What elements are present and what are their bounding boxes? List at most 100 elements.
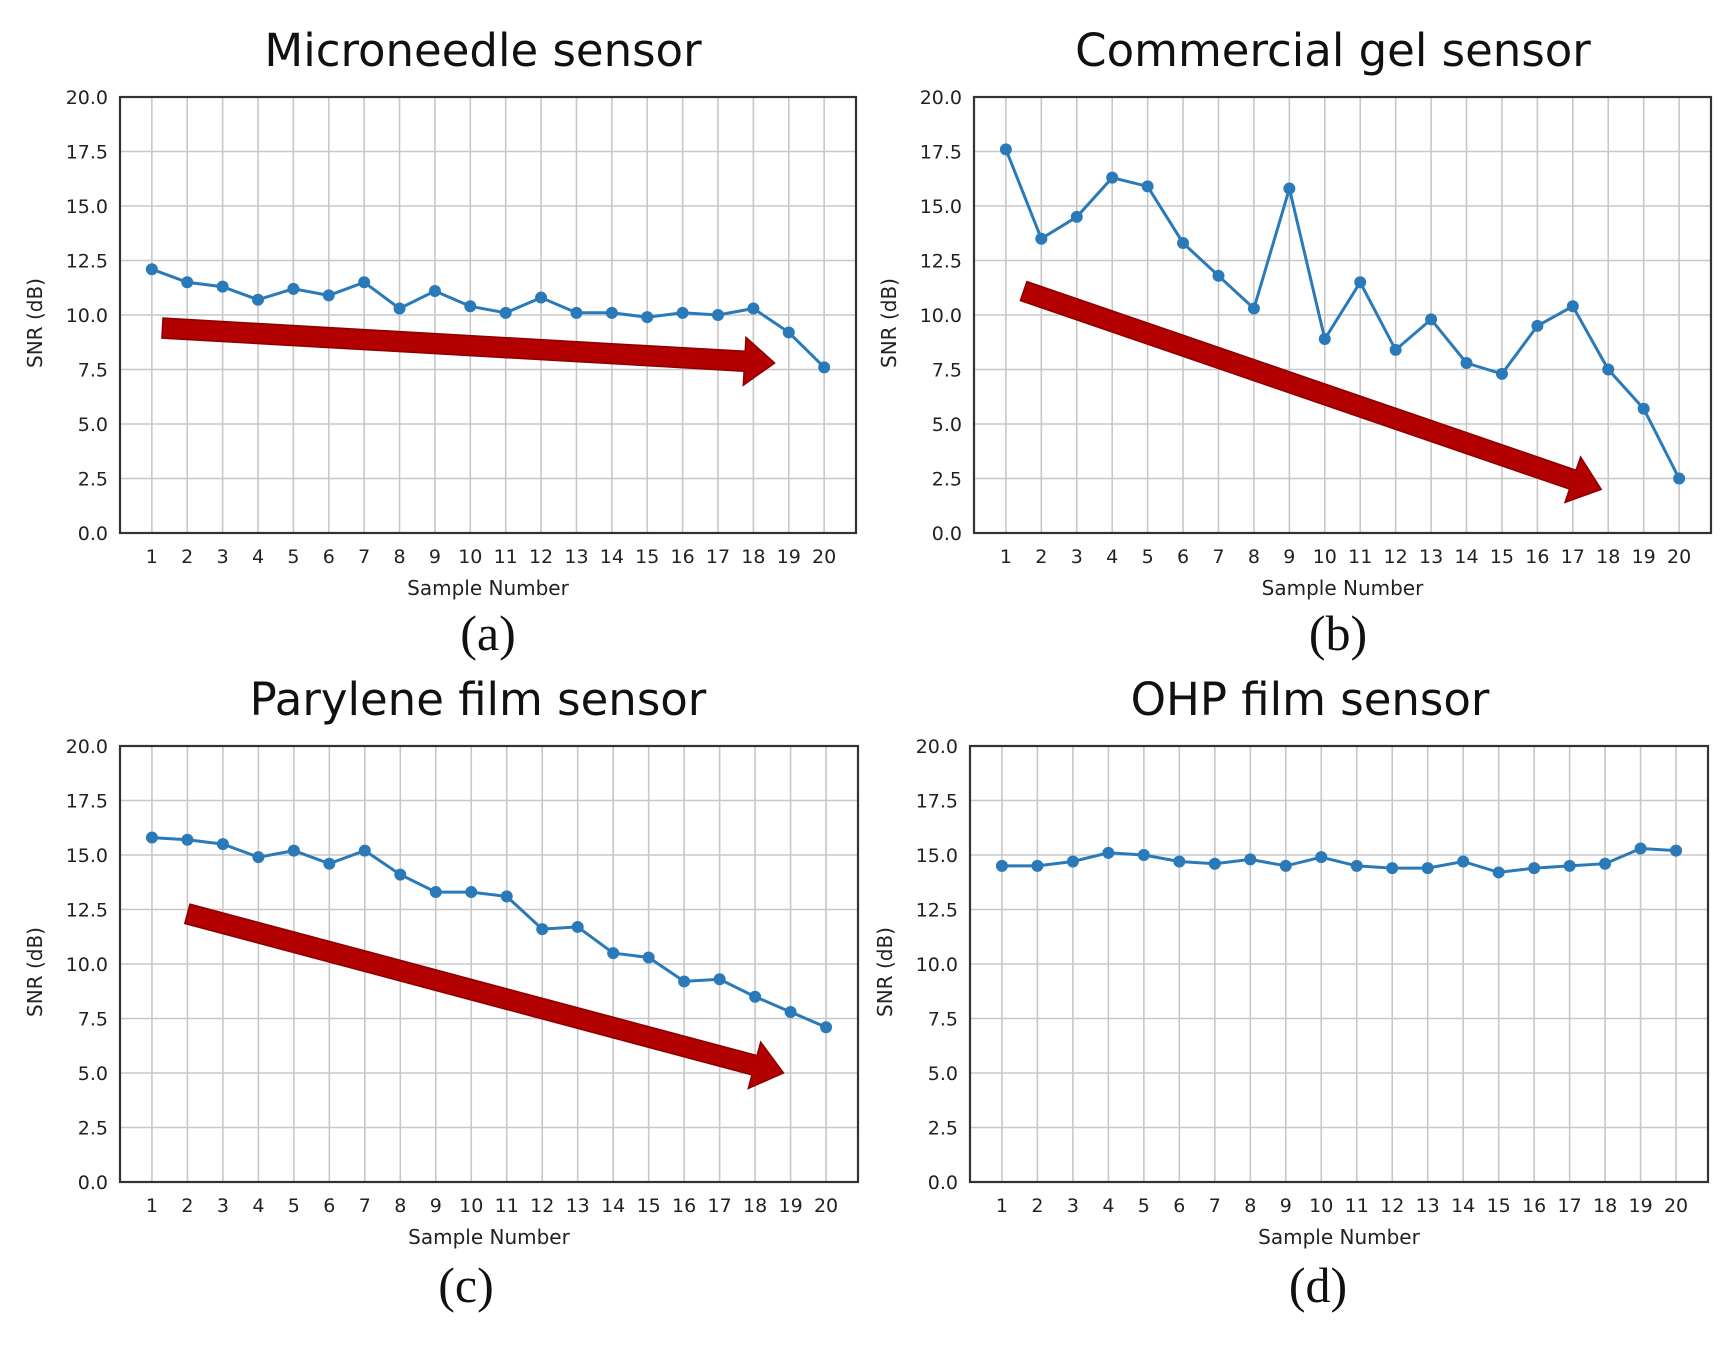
x-axis-label: Sample Number (1258, 1225, 1420, 1249)
data-point (1386, 862, 1399, 875)
x-tick-label: 6 (1173, 1195, 1185, 1217)
y-tick-label: 10.0 (920, 305, 962, 327)
panel-caption: (a) (460, 605, 516, 661)
data-point (322, 289, 335, 302)
data-point (605, 306, 618, 319)
panel-title: Parylene film sensor (250, 673, 707, 726)
data-point (782, 326, 795, 339)
x-tick-label: 19 (1632, 546, 1656, 568)
series-line (1004, 148, 1681, 480)
data-point (465, 886, 478, 899)
data-point (181, 276, 194, 289)
data-point (1141, 180, 1154, 193)
y-tick-label: 17.5 (66, 142, 108, 164)
y-axis-label: SNR (dB) (873, 927, 897, 1017)
data-point (1070, 210, 1083, 223)
data-point (429, 886, 442, 899)
y-tick-label: 7.5 (932, 360, 962, 382)
data-point (1318, 332, 1331, 345)
x-tick-label: 3 (1067, 1195, 1079, 1217)
data-point (252, 293, 264, 306)
data-point (287, 282, 300, 295)
data-point (500, 890, 513, 903)
y-axis-label: SNR (dB) (23, 278, 47, 368)
x-tick-label: 1 (146, 1195, 158, 1217)
data-point (818, 361, 831, 374)
data-point (678, 975, 691, 988)
x-tick-label: 8 (1248, 546, 1260, 568)
data-point (1208, 857, 1221, 870)
x-tick-label: 2 (1035, 546, 1047, 568)
data-point (820, 1021, 833, 1034)
x-tick-label: 6 (1177, 546, 1189, 568)
x-tick-label: 19 (1628, 1195, 1652, 1217)
x-tick-label: 16 (672, 1195, 696, 1217)
data-point (1634, 842, 1647, 855)
data-point (145, 263, 158, 276)
data-point (1528, 862, 1541, 875)
x-tick-label: 9 (429, 546, 441, 568)
data-point (216, 838, 229, 851)
y-tick-label: 15.0 (66, 845, 108, 867)
x-tick-label: 11 (1345, 1195, 1369, 1217)
x-axis-label: Sample Number (407, 576, 569, 600)
plot-area: 1 2 3 4 5 6 7 8 9 10 11 12 13 14 15 16 17 18 19 200.02.55.0… (23, 87, 858, 600)
x-tick-label: 2 (181, 1195, 193, 1217)
y-tick-label: 12.5 (66, 900, 108, 922)
data-point (181, 833, 194, 846)
data-point (1599, 857, 1612, 870)
panel-d: OHP film sensor (d) 1 2 3 4 5 6 7 8 9 10 11 12 13 14 1… (873, 673, 1710, 1313)
panel-caption: (d) (1289, 1257, 1347, 1313)
y-axis-label: SNR (dB) (23, 927, 47, 1017)
y-tick-label: 2.5 (78, 1118, 108, 1140)
x-tick-label: 5 (1142, 546, 1154, 568)
y-tick-label: 15.0 (66, 196, 108, 218)
x-tick-label: 16 (1525, 546, 1549, 568)
x-tick-label: 4 (252, 546, 264, 568)
x-tick-label: 19 (777, 546, 801, 568)
data-point (358, 276, 371, 289)
x-tick-label: 10 (1313, 546, 1337, 568)
panel-title: OHP film sensor (1131, 673, 1490, 726)
data-point (145, 831, 158, 844)
data-point (1212, 269, 1225, 282)
data-point (1283, 182, 1296, 195)
x-tick-label: 17 (708, 1195, 732, 1217)
panel-caption: (c) (438, 1257, 494, 1313)
y-tick-label: 17.5 (66, 791, 108, 813)
data-point (641, 311, 654, 324)
data-point (1315, 851, 1328, 864)
data-point (1173, 855, 1186, 868)
x-tick-label: 6 (323, 1195, 335, 1217)
x-tick-label: 9 (1283, 546, 1295, 568)
x-tick-label: 11 (1348, 546, 1372, 568)
x-tick-label: 13 (564, 546, 588, 568)
x-tick-label: 3 (217, 1195, 229, 1217)
x-tick-label: 17 (1561, 546, 1585, 568)
x-tick-label: 1 (1000, 546, 1012, 568)
y-tick-label: 15.0 (920, 196, 962, 218)
x-tick-label: 10 (1309, 1195, 1333, 1217)
data-point (1637, 402, 1650, 415)
data-point (1031, 859, 1044, 872)
x-tick-label: 14 (601, 1195, 625, 1217)
trend-arrow (183, 903, 785, 1090)
y-tick-label: 2.5 (78, 469, 108, 491)
x-tick-label: 15 (635, 546, 659, 568)
y-tick-label: 12.5 (916, 900, 958, 922)
x-tick-label: 9 (1280, 1195, 1292, 1217)
data-point (1102, 846, 1115, 859)
data-point (712, 309, 724, 321)
x-tick-label: 3 (217, 546, 229, 568)
x-tick-label: 14 (1454, 546, 1478, 568)
x-tick-label: 7 (1212, 546, 1224, 568)
data-point (1492, 866, 1505, 879)
x-tick-label: 13 (566, 1195, 590, 1217)
y-tick-label: 2.5 (928, 1118, 958, 1140)
y-tick-label: 20.0 (916, 736, 958, 758)
plot-frame (972, 95, 1713, 535)
data-point (1389, 343, 1402, 356)
y-axis-label: SNR (dB) (877, 278, 901, 368)
y-tick-label: 10.0 (916, 954, 958, 976)
y-tick-label: 12.5 (66, 251, 108, 273)
